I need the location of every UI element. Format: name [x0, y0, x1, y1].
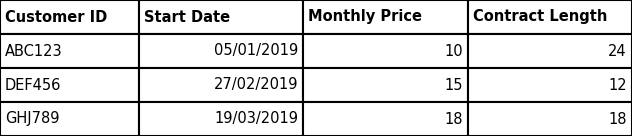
- Text: 18: 18: [609, 112, 627, 126]
- Bar: [468, 102, 632, 136]
- Bar: [303, 34, 468, 68]
- Text: 18: 18: [444, 112, 463, 126]
- Bar: [468, 34, 632, 68]
- Bar: [139, 34, 303, 68]
- Bar: [303, 102, 468, 136]
- Text: GHJ789: GHJ789: [5, 112, 59, 126]
- Text: Start Date: Start Date: [144, 10, 230, 24]
- Bar: [468, 0, 632, 34]
- Bar: [0, 0, 139, 34]
- Text: 10: 10: [444, 44, 463, 58]
- Bar: [139, 68, 303, 102]
- Bar: [139, 102, 303, 136]
- Text: 19/03/2019: 19/03/2019: [214, 112, 298, 126]
- Text: Customer ID: Customer ID: [5, 10, 107, 24]
- Bar: [303, 68, 468, 102]
- Bar: [303, 0, 468, 34]
- Text: DEF456: DEF456: [5, 78, 61, 92]
- Text: Monthly Price: Monthly Price: [308, 10, 422, 24]
- Text: Contract Length: Contract Length: [473, 10, 607, 24]
- Bar: [0, 34, 139, 68]
- Bar: [139, 0, 303, 34]
- Text: 12: 12: [609, 78, 627, 92]
- Text: 05/01/2019: 05/01/2019: [214, 44, 298, 58]
- Text: 15: 15: [444, 78, 463, 92]
- Bar: [468, 68, 632, 102]
- Text: ABC123: ABC123: [5, 44, 63, 58]
- Bar: [0, 102, 139, 136]
- Bar: [0, 68, 139, 102]
- Text: 24: 24: [609, 44, 627, 58]
- Text: 27/02/2019: 27/02/2019: [214, 78, 298, 92]
